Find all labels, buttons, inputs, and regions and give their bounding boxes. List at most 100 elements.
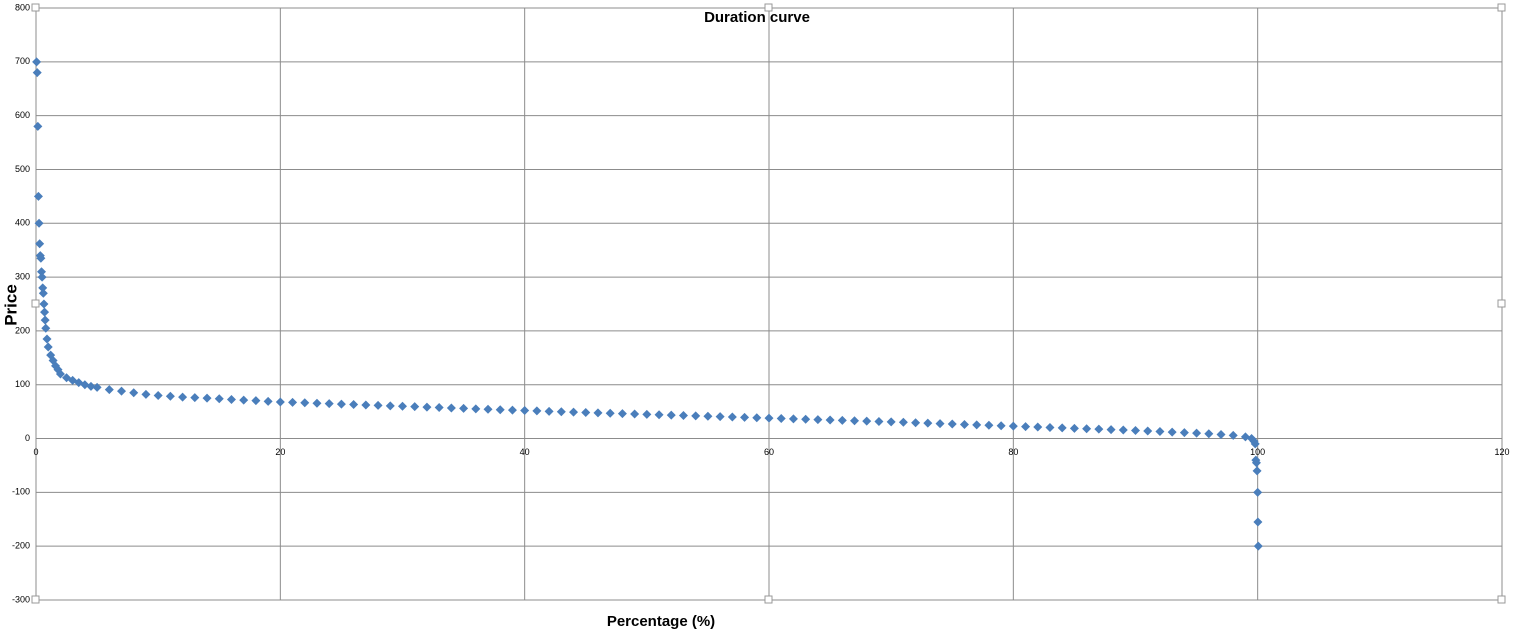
handle (31, 3, 40, 12)
chart-title: Duration curve (704, 9, 810, 26)
point (34, 218, 44, 228)
point (507, 405, 517, 415)
y-tick-label: 100 (15, 379, 30, 389)
points (32, 57, 1263, 551)
point (33, 121, 43, 131)
point (190, 393, 200, 403)
point (837, 415, 847, 425)
point (37, 272, 47, 282)
point (36, 267, 46, 277)
point (361, 400, 371, 410)
point (312, 398, 322, 408)
point (1251, 458, 1261, 468)
point (617, 409, 627, 419)
point (727, 412, 737, 422)
y-tick-label: 400 (15, 218, 30, 228)
point (520, 406, 530, 416)
y-tick-label: 700 (15, 56, 30, 66)
point (32, 68, 42, 78)
x-tick-label: 60 (764, 447, 774, 457)
point (239, 395, 249, 405)
point (825, 415, 835, 425)
point (43, 342, 53, 352)
point (1253, 541, 1263, 551)
handle (1497, 595, 1506, 604)
point (788, 414, 798, 424)
point (569, 407, 579, 417)
grid: -300 -200 -100 0 100 200 300 400 500 600 700 800 0 20… (12, 2, 1510, 604)
y-tick-label: 0 (25, 433, 30, 443)
point (581, 407, 591, 417)
point (935, 419, 945, 429)
handle (764, 595, 773, 604)
point (923, 418, 933, 428)
point (740, 412, 750, 422)
point (40, 307, 50, 317)
point (129, 388, 139, 398)
point (776, 413, 786, 423)
point (1143, 426, 1153, 436)
point (996, 421, 1006, 431)
point (39, 299, 49, 309)
point (605, 408, 615, 418)
handle (31, 299, 40, 308)
point (104, 385, 114, 395)
handle (1497, 299, 1506, 308)
y-tick-label: 200 (15, 325, 30, 335)
point (324, 399, 334, 409)
point (1069, 423, 1079, 433)
point (801, 414, 811, 424)
point (251, 396, 261, 406)
point (373, 400, 383, 410)
point (263, 396, 273, 406)
point (35, 239, 45, 249)
point (886, 417, 896, 427)
point (1253, 487, 1263, 497)
point (959, 419, 969, 429)
x-axis-label: Percentage (%) (607, 613, 715, 630)
point (1021, 422, 1031, 432)
point (288, 397, 298, 407)
point (1155, 427, 1165, 437)
y-tick-label: 800 (15, 2, 30, 12)
point (434, 403, 444, 413)
y-axis-label: Price (1, 284, 20, 326)
x-tick-label: 80 (1008, 447, 1018, 457)
point (947, 419, 957, 429)
point (471, 404, 481, 414)
point (117, 386, 127, 396)
x-tick-label: 100 (1250, 447, 1265, 457)
point (678, 410, 688, 420)
point (1228, 430, 1238, 440)
y-tick-label: 300 (15, 271, 30, 281)
point (38, 283, 48, 293)
point (911, 418, 921, 428)
point (483, 404, 493, 414)
point (446, 403, 456, 413)
point (40, 315, 50, 325)
point (1192, 428, 1202, 438)
handle (31, 595, 40, 604)
point (385, 401, 395, 411)
handle (764, 3, 773, 12)
point (495, 405, 505, 415)
point (1118, 425, 1128, 435)
point (1179, 428, 1189, 438)
point (862, 416, 872, 426)
point (874, 416, 884, 426)
point (275, 397, 285, 407)
point (226, 395, 236, 405)
point (178, 392, 188, 402)
point (813, 415, 823, 425)
y-tick-label: 600 (15, 110, 30, 120)
point (544, 406, 554, 416)
point (92, 382, 102, 392)
handles (31, 3, 1506, 604)
x-tick-label: 120 (1494, 447, 1509, 457)
point (654, 410, 664, 420)
point (1033, 422, 1043, 432)
point (1216, 430, 1226, 440)
point (336, 399, 346, 409)
point (410, 402, 420, 412)
